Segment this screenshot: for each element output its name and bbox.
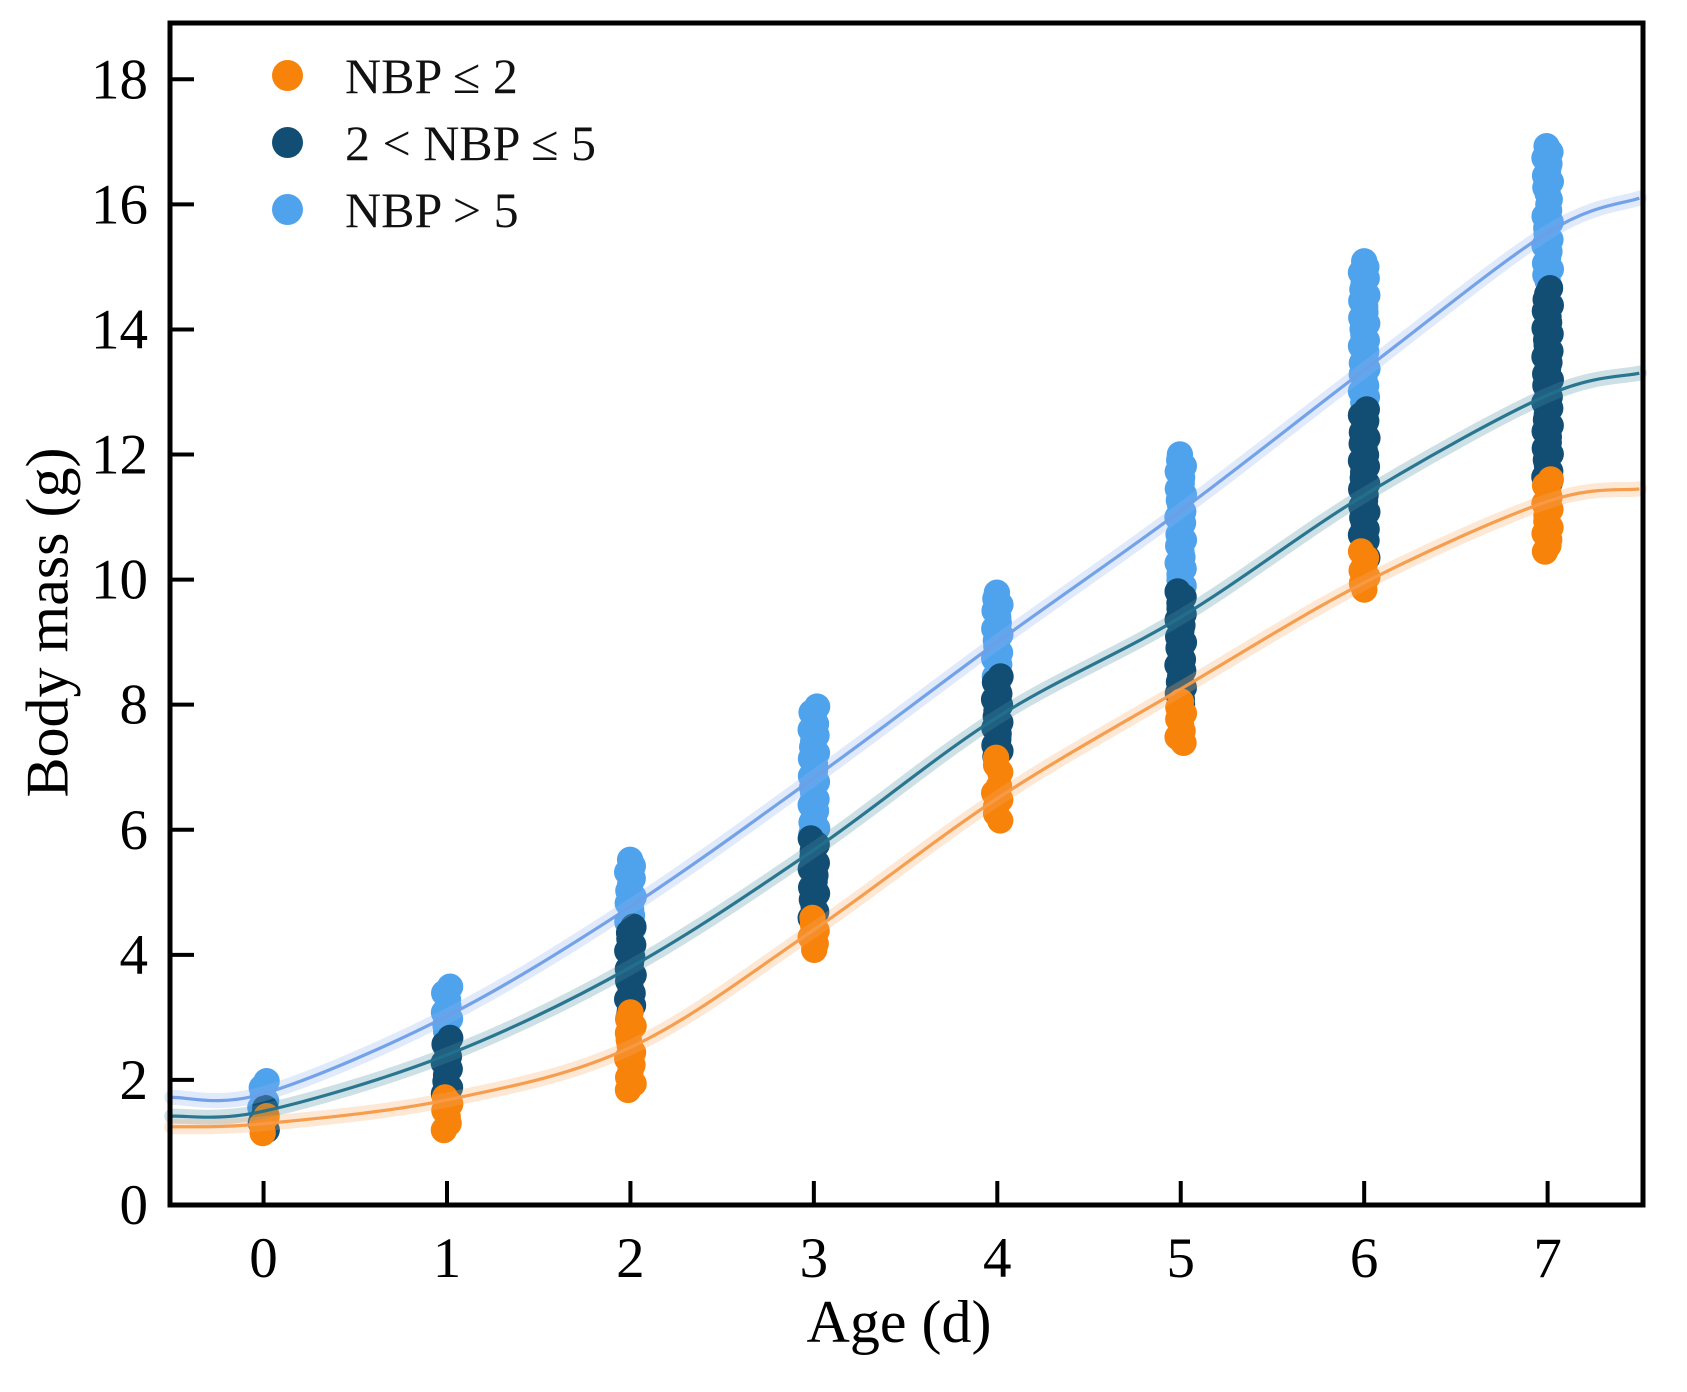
trend-line bbox=[171, 487, 1640, 1129]
y-axis-label: Body mass (g) bbox=[14, 447, 81, 798]
data-point bbox=[1536, 275, 1564, 302]
data-point bbox=[1533, 133, 1560, 160]
legend-item-label: 2 < NBP ≤ 5 bbox=[345, 114, 597, 171]
cluster-group bbox=[248, 466, 1565, 1147]
y-tick-label: 18 bbox=[91, 48, 148, 111]
data-point bbox=[803, 693, 831, 720]
data-point bbox=[1167, 688, 1195, 715]
x-tick-label: 1 bbox=[433, 1227, 462, 1290]
trend-line bbox=[171, 371, 1640, 1119]
x-tick-label: 0 bbox=[249, 1227, 278, 1290]
cluster-group bbox=[247, 133, 1565, 1134]
data-point bbox=[797, 825, 824, 852]
orange-dot-icon bbox=[272, 60, 303, 91]
y-tick-label: 16 bbox=[91, 173, 148, 236]
data-point bbox=[620, 913, 647, 940]
y-tick-label: 12 bbox=[91, 424, 148, 487]
data-point bbox=[1353, 396, 1381, 423]
data-point bbox=[437, 1024, 464, 1052]
legend-item-label: NBP > 5 bbox=[345, 181, 519, 238]
dark-blue-dot-icon bbox=[272, 127, 303, 158]
x-tick-label: 4 bbox=[983, 1227, 1012, 1290]
x-axis-label: Age (d) bbox=[806, 1289, 992, 1355]
data-point bbox=[987, 663, 1014, 690]
x-tick-label: 3 bbox=[800, 1227, 829, 1290]
data-point bbox=[982, 744, 1010, 771]
legend-item-nbp-gt-5: NBP > 5 bbox=[272, 176, 596, 243]
data-point bbox=[1537, 466, 1565, 493]
data-point bbox=[617, 999, 644, 1026]
data-point bbox=[1351, 248, 1378, 275]
data-point bbox=[436, 973, 464, 1000]
y-tick-label: 14 bbox=[91, 298, 148, 361]
x-tick-label: 2 bbox=[616, 1227, 645, 1290]
x-tick-label: 5 bbox=[1166, 1227, 1195, 1290]
data-point bbox=[253, 1068, 280, 1095]
trend-line bbox=[171, 196, 1640, 1103]
x-tick-label: 6 bbox=[1350, 1227, 1379, 1290]
data-point bbox=[1164, 578, 1191, 605]
y-tick-label: 4 bbox=[120, 924, 149, 987]
y-tick-label: 0 bbox=[120, 1174, 149, 1237]
legend-item-nbp-le-2: NBP ≤ 2 bbox=[272, 42, 596, 109]
legend: NBP ≤ 2 2 < NBP ≤ 5 NBP > 5 bbox=[272, 42, 596, 243]
x-tick-label: 7 bbox=[1533, 1227, 1562, 1290]
light-blue-dot-icon bbox=[272, 194, 303, 225]
confidence-band bbox=[164, 365, 1647, 1125]
confidence-band bbox=[164, 481, 1647, 1135]
data-point bbox=[1166, 441, 1194, 468]
y-tick-label: 8 bbox=[120, 674, 149, 737]
data-point bbox=[616, 846, 644, 873]
confidence-band bbox=[164, 190, 1647, 1109]
data-point bbox=[1535, 191, 1562, 218]
y-tick-label: 2 bbox=[120, 1049, 149, 1112]
data-point bbox=[1347, 538, 1375, 565]
y-tick-label: 10 bbox=[91, 549, 148, 612]
y-tick-label: 6 bbox=[120, 799, 149, 862]
data-point bbox=[983, 579, 1011, 606]
legend-item-nbp-2-5: 2 < NBP ≤ 5 bbox=[272, 109, 596, 176]
data-point bbox=[431, 1084, 459, 1111]
legend-item-label: NBP ≤ 2 bbox=[345, 47, 518, 104]
plot-frame bbox=[167, 20, 1646, 1208]
